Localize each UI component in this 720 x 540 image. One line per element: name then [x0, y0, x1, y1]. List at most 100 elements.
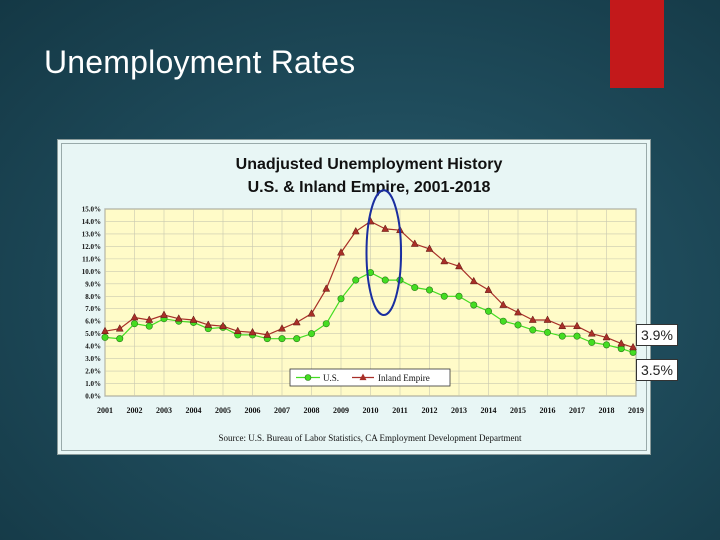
inland-point: [484, 285, 493, 293]
inland-point: [322, 284, 331, 292]
inland-point: [587, 329, 596, 337]
us-point: [440, 292, 448, 300]
x-tick-label: 2010: [363, 406, 379, 415]
inland-point: [629, 342, 637, 351]
us-point: [588, 338, 596, 346]
inland-point: [292, 317, 301, 326]
inland-point: [248, 327, 257, 336]
x-tick-label: 2009: [333, 406, 349, 415]
chart-title: Unadjusted Unemployment History: [236, 156, 503, 173]
red-accent-bar: [610, 0, 664, 88]
us-point: [307, 330, 315, 338]
inland-point: [204, 320, 213, 328]
inland-point: [130, 312, 139, 321]
legend-inland-label: Inland Empire: [378, 373, 430, 383]
inland-point: [219, 321, 227, 330]
inland-point: [410, 239, 419, 247]
y-tick-label: 11.0%: [82, 255, 101, 263]
us-point: [602, 341, 610, 349]
us-point: [484, 307, 492, 315]
us-point: [352, 276, 360, 284]
inland-point: [440, 256, 449, 265]
inland-point: [145, 315, 154, 323]
x-tick-label: 2011: [392, 406, 408, 415]
x-tick-label: 2005: [215, 406, 231, 415]
us-point: [337, 295, 345, 303]
us-point: [543, 328, 551, 336]
us-point: [455, 292, 463, 300]
x-tick-label: 2019: [628, 406, 644, 415]
y-tick-label: 3.0%: [85, 355, 101, 363]
inland-point: [558, 321, 567, 330]
y-tick-label: 4.0%: [85, 343, 101, 351]
x-tick-label: 2012: [422, 406, 438, 415]
x-tick-label: 2001: [97, 406, 113, 415]
y-tick-label: 6.0%: [85, 318, 101, 326]
inland-point: [528, 315, 537, 323]
x-tick-label: 2018: [599, 406, 615, 415]
legend-inland-marker: [359, 373, 367, 381]
x-tick-label: 2006: [245, 406, 261, 415]
inland-point: [573, 321, 581, 330]
inland-point: [160, 310, 168, 318]
us-point: [529, 326, 537, 334]
legend-us-marker: [304, 374, 312, 381]
x-tick-label: 2014: [481, 406, 497, 415]
us-point: [293, 335, 301, 343]
y-tick-label: 5.0%: [85, 330, 101, 338]
x-tick-label: 2016: [540, 406, 556, 415]
y-tick-label: 1.0%: [85, 380, 101, 388]
us-point: [101, 333, 109, 341]
inland-point: [307, 309, 316, 317]
y-tick-label: 13.0%: [82, 230, 101, 238]
x-tick-label: 2008: [304, 406, 320, 415]
inland-point: [263, 330, 272, 338]
inland-point: [381, 224, 390, 232]
y-tick-label: 12.0%: [82, 243, 101, 251]
us-point: [573, 332, 581, 340]
inland-point: [499, 300, 508, 308]
us-point: [145, 322, 153, 330]
inland-point: [455, 261, 463, 270]
x-tick-label: 2004: [186, 406, 202, 415]
inland-point: [337, 248, 345, 256]
x-tick-label: 2017: [569, 406, 585, 415]
us-point: [558, 332, 566, 340]
inland-point: [174, 314, 183, 322]
plot-area: 0.0% 1.0% 2.0% 3.0% 4.0% 5.0% 6.0% 7.0% 8.0% 9.0%…: [82, 189, 644, 415]
x-tick-label: 2013: [451, 406, 467, 415]
us-latest-callout: 3.5%: [636, 359, 678, 381]
y-tick-label: 9.0%: [85, 280, 101, 288]
y-tick-label: 10.0%: [82, 268, 101, 276]
y-tick-label: 15.0%: [82, 206, 101, 214]
y-tick-label: 14.0%: [82, 218, 101, 226]
inland-point: [101, 326, 109, 335]
inland-point: [602, 332, 611, 341]
chart-source: Source: U.S. Bureau of Labor Statistics,…: [219, 433, 522, 443]
legend-us-label: U.S.: [323, 373, 339, 383]
inland-point: [189, 315, 198, 323]
x-tick-label: 2003: [156, 406, 172, 415]
us-point: [381, 276, 389, 284]
inland-point: [543, 315, 552, 323]
us-point: [514, 321, 522, 329]
inland-point: [617, 339, 626, 347]
x-tick-label: 2002: [127, 406, 143, 415]
us-point: [131, 320, 139, 328]
inland-point: [514, 307, 522, 316]
inland-point: [233, 326, 242, 335]
x-tick-label: 2015: [510, 406, 526, 415]
inland-point: [425, 244, 434, 252]
inland-point: [115, 324, 124, 332]
inland-point: [351, 226, 360, 235]
highlight-ellipse: [365, 189, 403, 316]
inland-point: [278, 324, 286, 332]
chart-subtitle: U.S. & Inland Empire, 2001-2018: [248, 179, 491, 196]
us-point: [470, 301, 478, 309]
us-point: [278, 335, 286, 343]
x-tick-label: 2007: [274, 406, 290, 415]
us-point: [116, 335, 124, 343]
us-point: [425, 286, 433, 294]
y-tick-label: 7.0%: [85, 305, 101, 313]
y-tick-label: 2.0%: [85, 368, 101, 376]
